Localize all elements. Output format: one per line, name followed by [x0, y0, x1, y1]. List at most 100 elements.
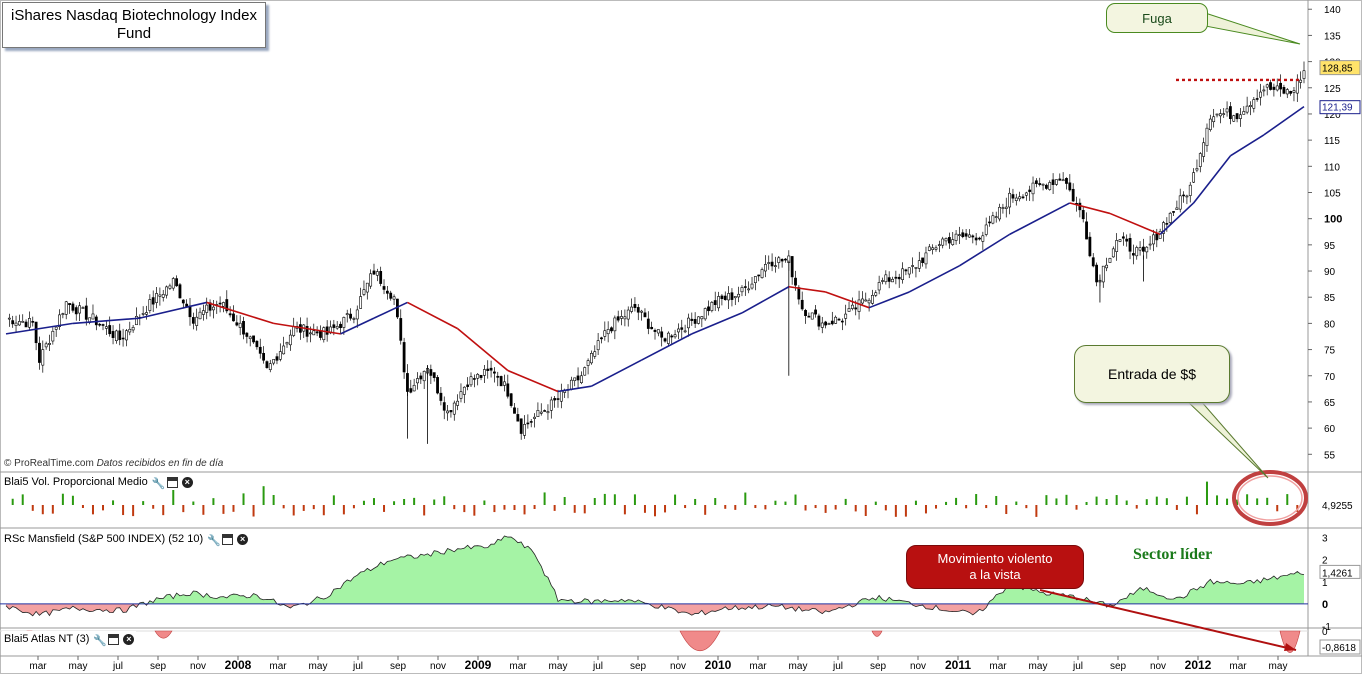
- candle: [1285, 89, 1289, 95]
- volume-bar: [935, 505, 938, 509]
- candle: [369, 273, 373, 287]
- moving-average-segment: [788, 285, 826, 293]
- volume-bar: [202, 505, 205, 515]
- candle: [1155, 233, 1159, 241]
- candle: [466, 384, 470, 387]
- atlas-panel-title: Blai5 Atlas NT (3): [4, 633, 90, 645]
- candle: [1095, 264, 1098, 283]
- y-tick-label: 100: [1324, 214, 1342, 226]
- y-tick-label: 85: [1324, 293, 1336, 304]
- volume-bar: [884, 505, 887, 511]
- candle: [1212, 116, 1216, 123]
- moving-average-segment: [72, 317, 140, 325]
- chart-title: iShares Nasdaq Biotechnology Index Fund: [2, 2, 266, 48]
- callout-entrada-pointer: [1184, 399, 1269, 479]
- moving-average-segment: [557, 385, 592, 393]
- candle: [345, 313, 349, 316]
- candle: [1115, 240, 1119, 252]
- candle: [516, 414, 520, 422]
- candle: [1021, 196, 1025, 199]
- x-tick-label: nov: [190, 661, 206, 672]
- candle: [573, 377, 577, 382]
- candle: [282, 345, 286, 355]
- wrench-icon[interactable]: 🔧: [151, 477, 166, 490]
- volume-bar: [463, 505, 466, 513]
- candle: [683, 330, 687, 333]
- rsc-tick-label: 0: [1322, 599, 1328, 611]
- candle: [41, 349, 45, 366]
- moving-average-segment: [1069, 202, 1111, 215]
- candle: [727, 293, 730, 301]
- candle: [101, 324, 105, 326]
- candle: [312, 330, 316, 336]
- candle: [265, 361, 269, 368]
- wrench-icon[interactable]: 🔧: [207, 534, 221, 547]
- candle: [760, 269, 764, 278]
- close-icon[interactable]: ×: [237, 533, 249, 545]
- x-tick-label: mar: [749, 661, 767, 672]
- candle: [392, 296, 396, 300]
- y-tick-label: 60: [1324, 424, 1336, 435]
- candle: [1295, 78, 1299, 94]
- candle: [325, 326, 329, 335]
- candle: [1275, 85, 1279, 91]
- candle: [834, 316, 838, 324]
- chart-title-line1: iShares Nasdaq Biotechnology Index: [11, 7, 257, 24]
- volume-panel-label: Blai5 Vol. Proporcional Medio 🔧 ×: [2, 474, 195, 490]
- candle: [971, 235, 975, 238]
- moving-average-segment: [959, 233, 1011, 267]
- candle: [1252, 99, 1256, 109]
- candle: [1292, 90, 1296, 93]
- x-tick-label: jul: [832, 661, 843, 672]
- candle: [1145, 246, 1149, 253]
- candle: [503, 381, 506, 386]
- candle: [1034, 180, 1038, 184]
- candle: [1061, 179, 1065, 182]
- candle: [533, 416, 536, 419]
- candle: [31, 321, 35, 323]
- x-tick-label: sep: [150, 661, 167, 672]
- candle: [1105, 264, 1109, 269]
- candle: [897, 276, 901, 280]
- candle: [1255, 98, 1259, 100]
- volume-bar: [1226, 498, 1229, 505]
- wrench-icon[interactable]: 🔧: [93, 634, 108, 647]
- candle: [1162, 222, 1165, 234]
- candle: [576, 375, 580, 381]
- candle: [165, 286, 168, 296]
- y-tick-label: 105: [1324, 188, 1341, 199]
- candle: [600, 337, 603, 340]
- window-icon[interactable]: [108, 633, 120, 645]
- candle: [660, 331, 664, 338]
- candle: [720, 295, 724, 299]
- close-icon[interactable]: ×: [123, 633, 135, 645]
- volume-bar: [362, 500, 365, 505]
- candle: [931, 247, 935, 250]
- candle: [1282, 87, 1286, 94]
- candle: [195, 316, 199, 326]
- candle: [1135, 247, 1139, 257]
- volume-bar: [1035, 505, 1038, 517]
- candle: [155, 293, 158, 303]
- volume-bar: [1025, 505, 1028, 509]
- candle: [1128, 238, 1132, 252]
- candle: [108, 325, 112, 335]
- window-icon[interactable]: [222, 533, 234, 545]
- candle: [1185, 195, 1189, 198]
- volume-bar: [1286, 494, 1289, 505]
- y-tick-label: 55: [1324, 450, 1336, 461]
- chart-title-line2: Fund: [116, 25, 152, 42]
- candle: [854, 307, 858, 310]
- close-icon[interactable]: ×: [181, 476, 193, 488]
- volume-bar: [81, 505, 84, 509]
- candle: [968, 234, 971, 238]
- window-icon[interactable]: [166, 476, 178, 488]
- candle: [907, 267, 911, 275]
- volume-bar: [965, 505, 968, 509]
- volume-bar: [1125, 500, 1128, 505]
- candle: [178, 284, 182, 299]
- volume-bar: [1276, 505, 1279, 512]
- y-tick-label: 70: [1324, 372, 1336, 383]
- candle: [506, 383, 510, 397]
- candle: [168, 285, 172, 289]
